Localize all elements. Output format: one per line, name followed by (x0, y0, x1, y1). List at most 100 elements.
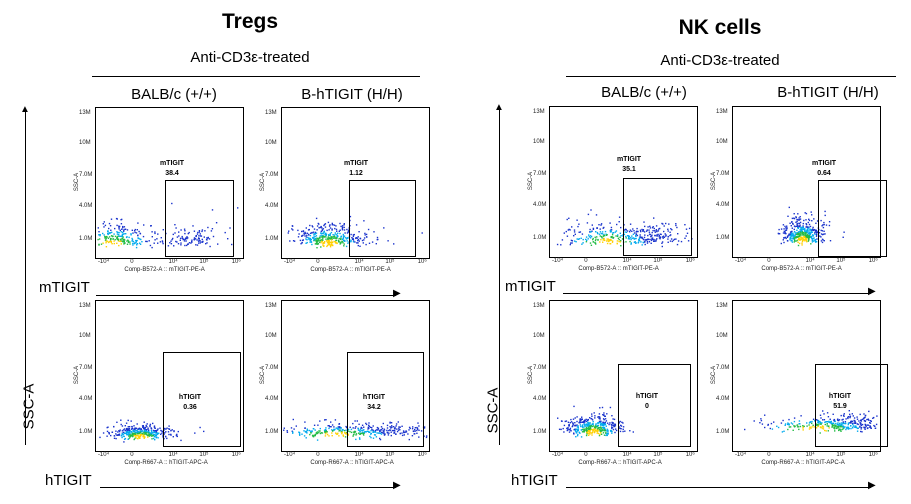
event-dot (801, 231, 804, 233)
event-dot (814, 232, 816, 234)
y-tick-label: 10M (533, 333, 545, 339)
event-dot (321, 236, 323, 238)
event-dot (814, 241, 817, 243)
event-dot (777, 426, 780, 429)
event-dot (809, 228, 811, 230)
event-dot (186, 244, 188, 247)
event-dot (780, 228, 783, 230)
event-dot (116, 434, 119, 436)
event-dot (315, 232, 318, 234)
event-dot (352, 237, 354, 240)
event-dot (853, 425, 855, 427)
event-dot (145, 424, 147, 427)
event-dot (171, 429, 173, 431)
event-dot (135, 427, 138, 429)
x-tick-label: 10⁵ (199, 259, 209, 265)
event-dot (164, 432, 166, 434)
event-dot (849, 415, 852, 417)
event-dot (128, 433, 130, 435)
event-dot (826, 425, 828, 427)
gate-percent: 1.12 (349, 170, 363, 177)
event-dot (611, 430, 613, 433)
y-axis-arrow-line-left (25, 110, 26, 445)
event-dot (140, 428, 143, 430)
event-dot (308, 237, 310, 239)
event-dot (791, 221, 793, 223)
event-dot (363, 432, 365, 434)
event-dot (635, 233, 637, 235)
event-dot (655, 225, 658, 227)
event-dot (597, 428, 599, 431)
x-tick-label: 10⁵ (385, 452, 395, 458)
event-dot (368, 425, 370, 428)
event-dot (99, 234, 101, 236)
event-dot (680, 240, 683, 243)
x-axis-arrow-htigit-left (100, 487, 396, 488)
event-dot (362, 433, 364, 435)
event-dot (127, 240, 130, 242)
y-tick-label: 13M (716, 303, 728, 309)
event-dot (399, 432, 401, 435)
event-dot (632, 228, 634, 230)
event-dot (669, 231, 671, 233)
y-tick-label: 1.0M (265, 429, 279, 435)
event-dot (380, 433, 383, 435)
event-dot (117, 239, 120, 241)
y-tick-label: 10M (533, 139, 545, 145)
event-dot (820, 240, 823, 242)
event-dot (606, 413, 608, 415)
event-dot (618, 216, 621, 218)
event-dot (184, 238, 187, 240)
x-tick-label: 10⁶ (685, 452, 695, 458)
y-tick-label: 13M (265, 110, 277, 116)
event-dot (656, 235, 658, 237)
event-dot (319, 420, 321, 422)
event-dot (811, 237, 813, 240)
event-dot (379, 429, 381, 432)
event-dot (789, 233, 791, 235)
event-dot (786, 236, 789, 238)
event-dot (120, 223, 123, 225)
event-dot (600, 420, 602, 423)
event-dot (582, 428, 584, 431)
event-dot (351, 237, 353, 239)
event-dot (119, 238, 122, 241)
event-dot (134, 427, 136, 429)
x-tick-label: 10⁵ (199, 452, 209, 458)
event-dot (303, 435, 306, 437)
event-dot (585, 420, 588, 423)
event-dot (605, 420, 608, 422)
event-dot (134, 437, 136, 440)
event-dot (567, 229, 569, 231)
event-dot (596, 430, 598, 432)
event-dot (188, 231, 190, 234)
event-dot (408, 429, 410, 431)
event-dot (310, 430, 312, 432)
event-dot (187, 237, 189, 239)
x-tick-label: 10⁵ (653, 452, 663, 458)
event-dot (194, 432, 196, 434)
event-dot (782, 419, 784, 422)
event-dot (142, 426, 144, 428)
event-dot (398, 427, 400, 430)
event-dot (320, 246, 322, 248)
event-dot (611, 427, 614, 429)
event-dot (620, 226, 622, 229)
gate-percent: 0.36 (183, 404, 197, 411)
event-dot (636, 234, 639, 237)
event-dot (339, 429, 341, 431)
event-dot (604, 418, 607, 420)
event-dot (118, 231, 120, 234)
event-dot (648, 233, 651, 235)
event-dot (121, 240, 123, 242)
event-dot (372, 437, 375, 439)
event-dot (572, 425, 574, 427)
event-dot (808, 234, 811, 237)
event-dot (569, 243, 571, 246)
event-dot (623, 233, 626, 236)
event-dot (789, 238, 791, 240)
event-dot (605, 432, 607, 434)
event-dot (850, 421, 852, 423)
event-dot (172, 233, 174, 236)
event-dot (124, 429, 127, 432)
